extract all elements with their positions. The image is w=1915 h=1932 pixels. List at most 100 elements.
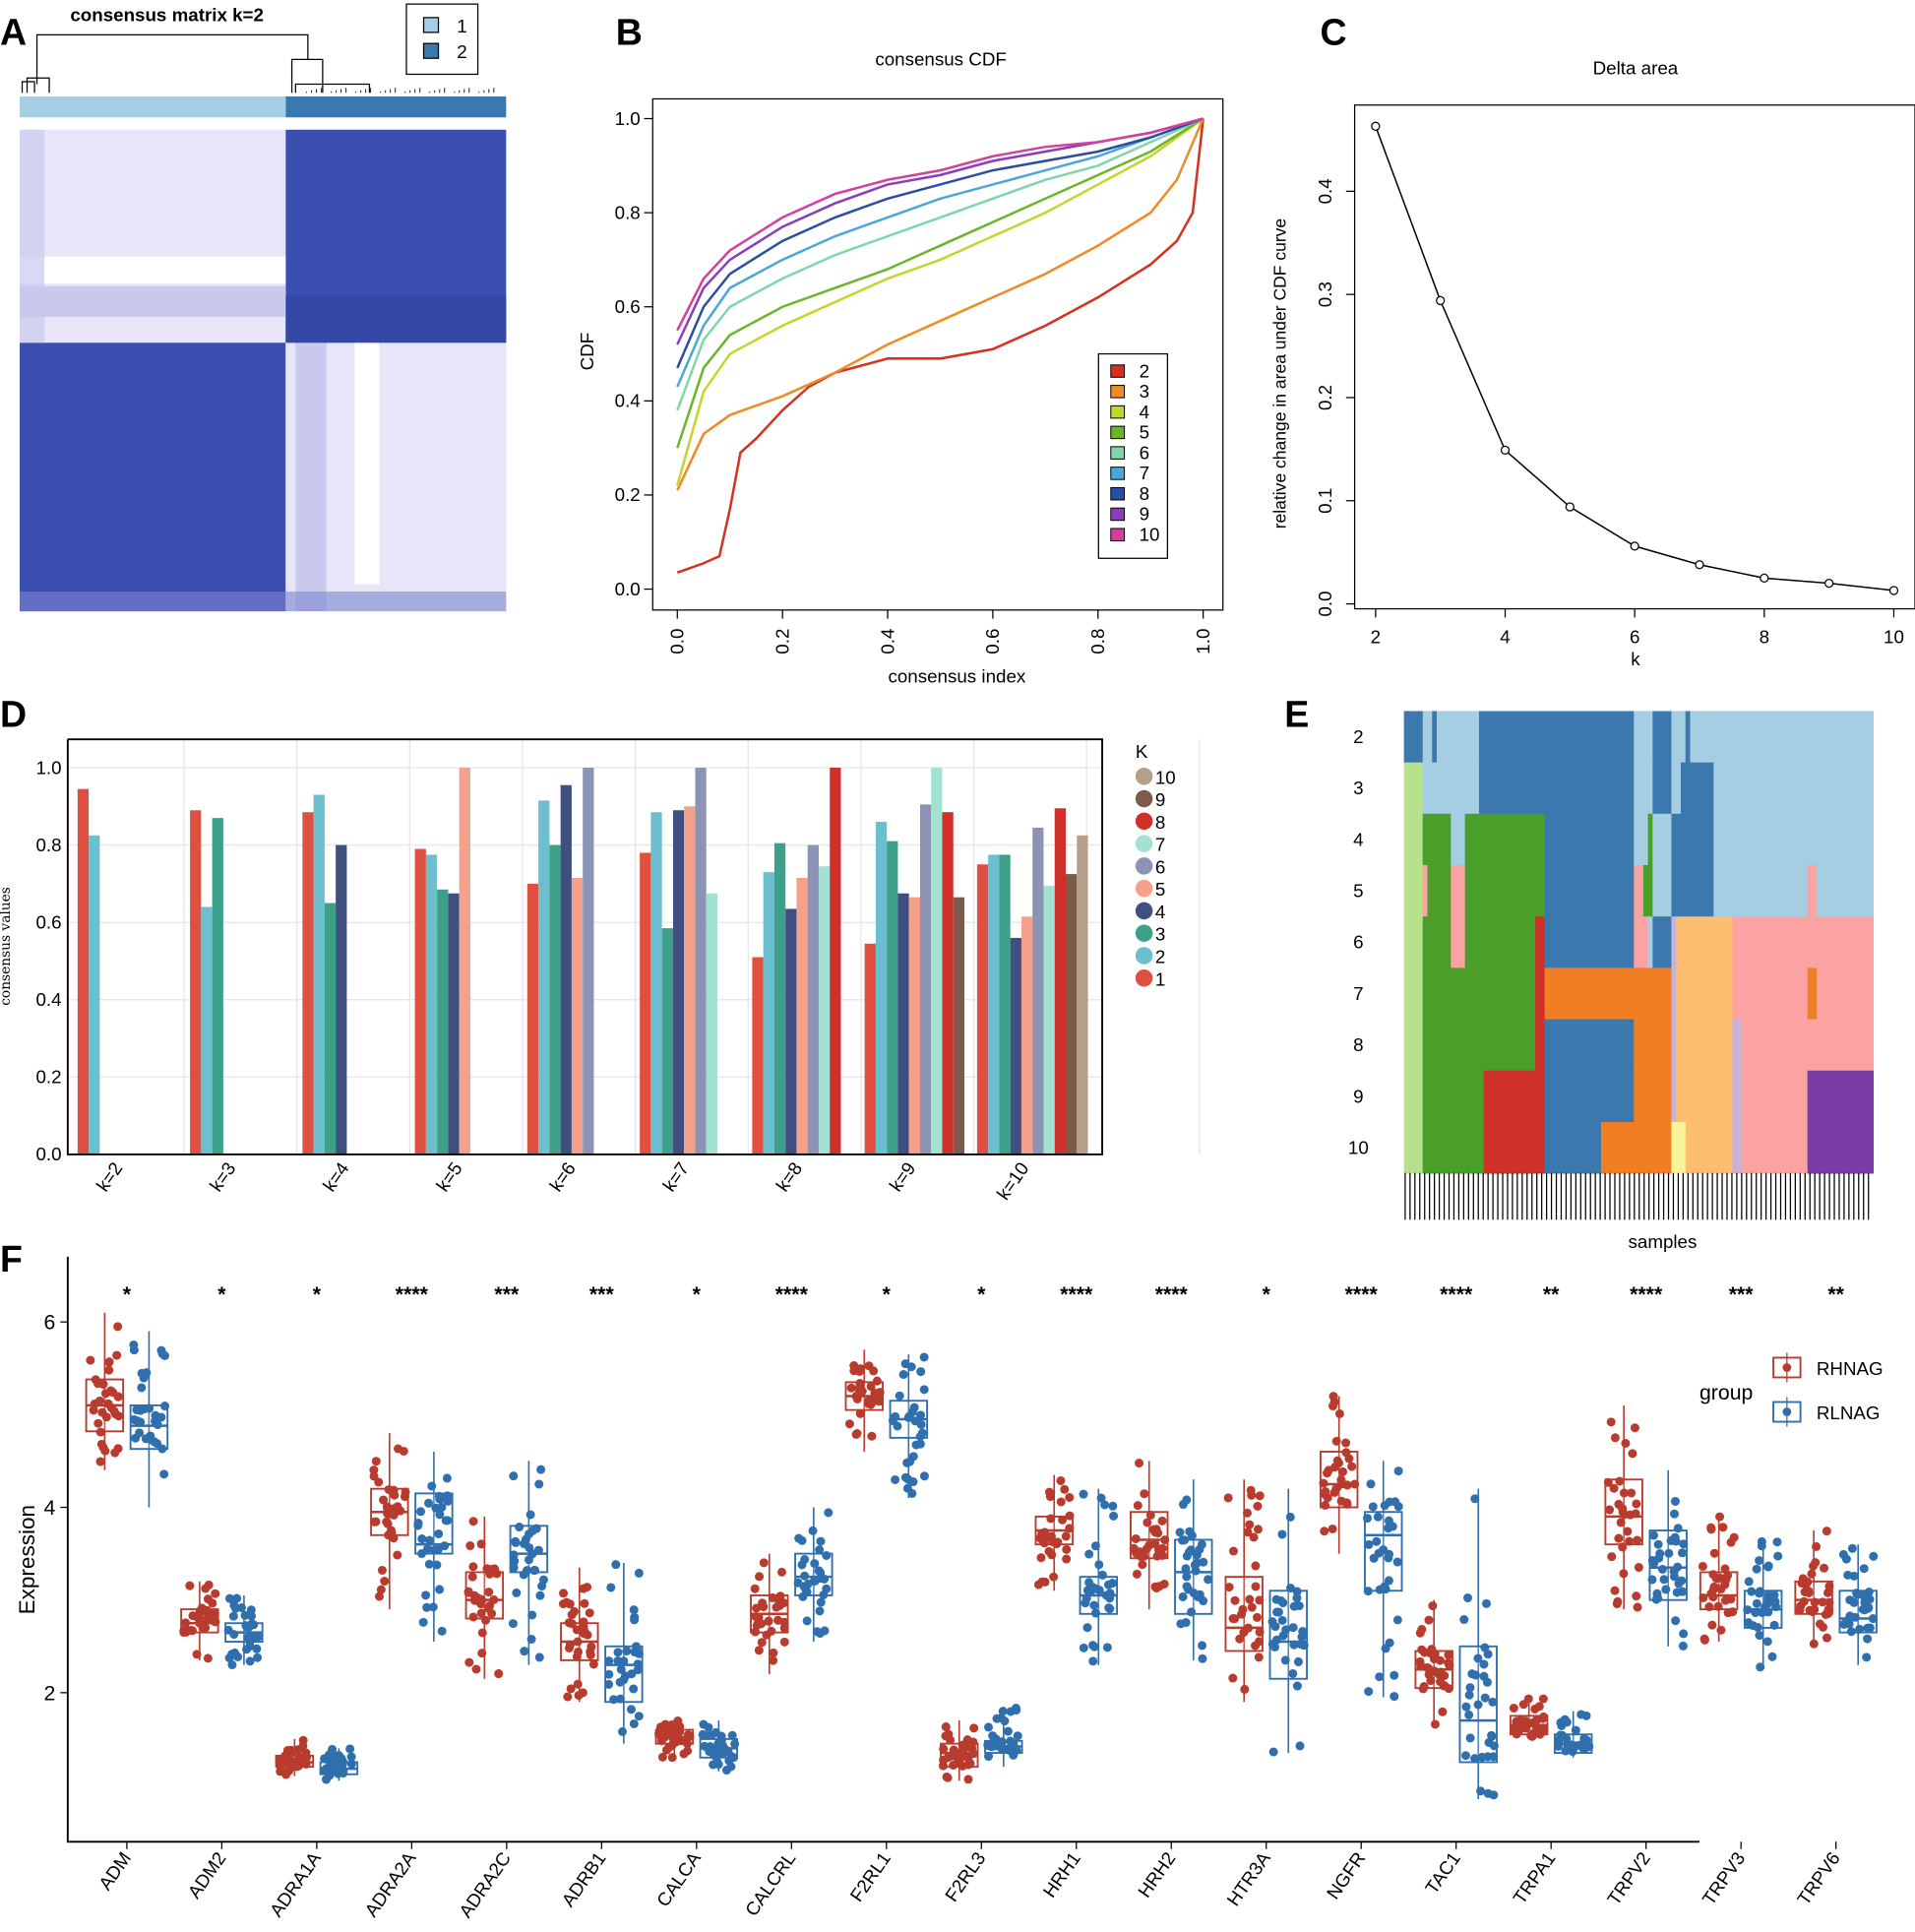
tracking-cell-k4-cluster-4 bbox=[1647, 813, 1653, 866]
point-ADM2-RHNAG bbox=[181, 1618, 191, 1628]
point-F2RL3-RLNAG bbox=[1009, 1739, 1019, 1749]
point-TRPV3-RHNAG bbox=[1698, 1561, 1707, 1571]
point-HRH2-RLNAG bbox=[1190, 1560, 1200, 1570]
point-ADM2-RLNAG bbox=[229, 1600, 239, 1610]
point-TRPV6-RLNAG bbox=[1860, 1597, 1870, 1607]
point-HTR3A-RLNAG bbox=[1285, 1512, 1295, 1522]
point-ADM-RLNAG bbox=[135, 1428, 145, 1438]
point-HRH1-RLNAG bbox=[1090, 1608, 1100, 1618]
point-HRH1-RHNAG bbox=[1049, 1572, 1059, 1582]
significance-HRH2: **** bbox=[1155, 1282, 1189, 1306]
x-tick-label: 10 bbox=[1884, 627, 1904, 648]
point-ADRA2A-RHNAG bbox=[380, 1577, 390, 1587]
point-ADRB1-RHNAG bbox=[574, 1691, 584, 1701]
point-HRH1-RHNAG bbox=[1062, 1554, 1072, 1564]
point-NGFR-RHNAG bbox=[1320, 1527, 1329, 1536]
point-HTR3A-RLNAG bbox=[1292, 1593, 1302, 1603]
tracking-cell-k7-cluster-6 bbox=[1535, 967, 1546, 1020]
x-tick-label-TAC1: TAC1 bbox=[1421, 1848, 1464, 1898]
point-NGFR-RLNAG bbox=[1380, 1501, 1390, 1511]
point-ADM-RLNAG bbox=[153, 1420, 162, 1430]
point-ADRA2A-RHNAG bbox=[393, 1502, 402, 1512]
point-TAC1-RLNAG bbox=[1470, 1494, 1480, 1504]
row-label-k8: 8 bbox=[1353, 1034, 1363, 1055]
point-F2RL1-RHNAG bbox=[863, 1397, 873, 1406]
cdf-line-k7 bbox=[676, 117, 1205, 388]
point-HRH1-RHNAG bbox=[1056, 1475, 1066, 1485]
significance-HRH1: **** bbox=[1060, 1282, 1093, 1306]
point-TAC1-RLNAG bbox=[1470, 1754, 1480, 1764]
legend-dot-2 bbox=[1135, 947, 1153, 965]
point-NGFR-RHNAG bbox=[1328, 1524, 1337, 1533]
tracking-cell-k8-cluster-9 bbox=[1671, 1019, 1677, 1072]
annotation-bar-cluster-1 bbox=[20, 95, 286, 118]
legend-label-3: 3 bbox=[1155, 924, 1165, 945]
tracking-cell-k6-cluster-2 bbox=[1544, 916, 1635, 968]
point-NGFR-RHNAG bbox=[1334, 1408, 1344, 1418]
point-TAC1-RLNAG bbox=[1465, 1733, 1475, 1743]
point-TRPV6-RHNAG bbox=[1812, 1541, 1822, 1551]
point-ADRA2A-RLNAG bbox=[434, 1528, 444, 1538]
bar-k=6-cluster-6 bbox=[583, 768, 594, 1154]
point-TAC1-RHNAG bbox=[1430, 1666, 1440, 1676]
row-label-k4: 4 bbox=[1353, 829, 1363, 849]
point-ADRA2C-RLNAG bbox=[534, 1479, 544, 1489]
point-HTR3A-RLNAG bbox=[1289, 1640, 1299, 1650]
point-TAC1-RHNAG bbox=[1420, 1648, 1430, 1657]
point-ADRB1-RHNAG bbox=[586, 1647, 595, 1656]
point-CALCRL-RLNAG bbox=[793, 1578, 803, 1588]
point-CALCRL-RHNAG bbox=[759, 1558, 769, 1568]
point-ADRA2A-RLNAG bbox=[424, 1498, 434, 1508]
point-CALCRL-RLNAG bbox=[822, 1584, 832, 1593]
point-TAC1-RLNAG bbox=[1489, 1752, 1499, 1762]
point-F2RL1-RHNAG bbox=[872, 1376, 882, 1386]
point-TAC1-RLNAG bbox=[1488, 1697, 1498, 1707]
x-tick-label: k=10 bbox=[993, 1158, 1033, 1204]
point-ADRB1-RLNAG bbox=[626, 1705, 637, 1714]
point-TRPV2-RHNAG bbox=[1631, 1509, 1640, 1519]
significance-ADRB1: *** bbox=[589, 1282, 615, 1306]
tracking-cell-k3-cluster-1 bbox=[1422, 762, 1480, 815]
x-tick-label: 1.0 bbox=[1193, 629, 1213, 654]
point-F2RL3-RLNAG bbox=[984, 1722, 994, 1732]
point-ADM-RHNAG bbox=[113, 1392, 123, 1402]
point-TAC1-RLNAG bbox=[1489, 1790, 1499, 1800]
point-TRPV3-RHNAG bbox=[1718, 1523, 1728, 1532]
point-NGFR-RLNAG bbox=[1372, 1536, 1382, 1546]
bar-k=5-cluster-2 bbox=[425, 854, 438, 1154]
point-TRPV2-RLNAG bbox=[1648, 1530, 1658, 1540]
point-HRH2-RLNAG bbox=[1187, 1607, 1197, 1617]
point-F2RL3-RLNAG bbox=[993, 1737, 1003, 1747]
point-ADRA1A-RHNAG bbox=[282, 1746, 292, 1756]
point-TRPV3-RLNAG bbox=[1770, 1596, 1780, 1606]
tracking-cell-k5-cluster-2 bbox=[1544, 865, 1635, 917]
point-ADRB1-RLNAG bbox=[604, 1679, 614, 1689]
point-ADM-RLNAG bbox=[134, 1417, 144, 1427]
point-TRPV6-RLNAG bbox=[1863, 1634, 1873, 1644]
point-F2RL3-RLNAG bbox=[1012, 1745, 1021, 1756]
row-label-k3: 3 bbox=[1353, 778, 1363, 798]
point-TRPV2-RLNAG bbox=[1670, 1532, 1680, 1542]
tracking-cell-k3-cluster-1 bbox=[1671, 762, 1682, 815]
point-HRH2-RLNAG bbox=[1186, 1545, 1196, 1555]
tracking-cell-k6-cluster-2 bbox=[1652, 916, 1673, 968]
point-CALCA-RLNAG bbox=[713, 1739, 723, 1749]
point-ADM2-RHNAG bbox=[203, 1594, 213, 1604]
significance-ADRA2A: **** bbox=[396, 1282, 429, 1306]
point-TAC1-RLNAG bbox=[1480, 1693, 1490, 1703]
point-ADRB1-RLNAG bbox=[634, 1568, 644, 1578]
point-TRPV2-RHNAG bbox=[1609, 1483, 1619, 1493]
y-tick-label: 0.0 bbox=[1315, 592, 1335, 617]
point-ADM-RHNAG bbox=[112, 1350, 122, 1360]
bar-k=10-cluster-7 bbox=[1043, 885, 1055, 1154]
tracking-cell-k8-cluster-8 bbox=[1634, 1019, 1673, 1072]
point-HTR3A-RHNAG bbox=[1230, 1595, 1240, 1605]
bar-k=5-cluster-3 bbox=[437, 889, 449, 1154]
point-HRH2-RHNAG bbox=[1135, 1459, 1144, 1468]
point-ADM2-RHNAG bbox=[202, 1607, 212, 1617]
tracking-cell-k5-cluster-5 bbox=[1634, 865, 1644, 917]
point-ADRB1-RHNAG bbox=[585, 1608, 594, 1618]
bar-k=7-cluster-4 bbox=[672, 810, 685, 1154]
point-CALCRL-RLNAG bbox=[810, 1576, 820, 1586]
point-NGFR-RHNAG bbox=[1324, 1465, 1333, 1475]
